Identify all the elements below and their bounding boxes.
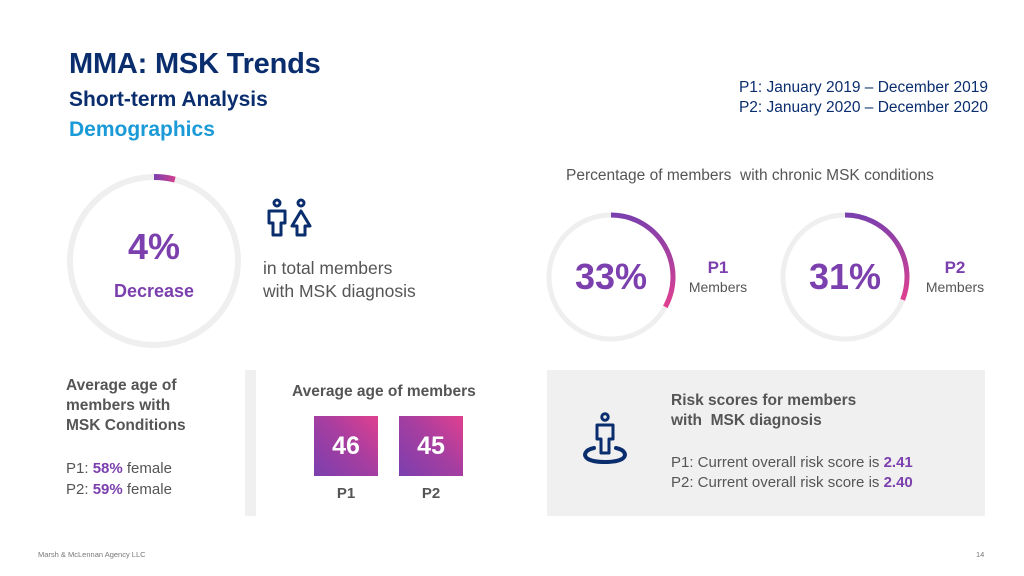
page-title: MMA: MSK Trends [69,48,321,80]
total-change-percent: 4% [127,226,181,267]
footer-company: Marsh & McLennan Agency LLC [38,550,146,559]
gender-rows: P1: 58% female P2: 59% female [66,458,172,500]
description-line: with MSK diagnosis [263,281,416,301]
gender-row-p1: P1: 58% female [66,458,172,479]
page-number: 14 [976,550,985,559]
row-suffix: female [122,460,172,477]
risk-score: 2.41 [883,454,913,471]
heading-line: members with [66,397,171,414]
p2-chronic-percent: 31% [808,256,882,297]
row-prefix: P2: [66,481,93,498]
risk-panel [547,370,985,516]
heading-line: MSK Conditions [66,417,186,434]
p1-age-box: 46 [314,416,378,476]
people-icon [267,198,312,237]
female-percent: 58% [92,460,123,477]
period-p2: P2: January 2020 – December 2020 [738,99,988,116]
heading-line: with MSK diagnosis [671,412,822,429]
risk-row-p2: P2: Current overall risk score is 2.40 [671,474,913,491]
total-ring-arc [153,174,176,183]
p2-age-box: 45 [399,416,463,476]
heading-line: Average age of [66,377,177,394]
p2-age-label: P2 [421,485,441,502]
p1-chronic-period: P1 [707,258,729,277]
p1-chronic-percent: 33% [574,256,648,297]
page-subtitle: Short-term Analysis [69,88,268,111]
person-location-icon [583,412,627,464]
risk-row-p1: P1: Current overall risk score is 2.41 [671,454,913,471]
description-line: in total members [263,258,393,278]
gender-row-p2: P2: 59% female [66,479,172,500]
risk-score: 2.40 [883,474,913,491]
female-percent: 59% [92,481,123,498]
p1-age-label: P1 [336,485,356,502]
total-members-description: in total members with MSK diagnosis [263,257,416,303]
total-change-label: Decrease [113,281,195,301]
average-age-title: Average age of members [292,383,476,400]
row-prefix: P1: Current overall risk score is [671,454,884,471]
row-prefix: P2: Current overall risk score is [671,474,884,491]
heading-line: Risk scores for members [671,392,857,409]
period-p1: P1: January 2019 – December 2019 [738,79,988,96]
row-prefix: P1: [66,460,93,477]
section-title: Demographics [69,118,215,141]
divider [245,370,256,516]
p2-ring-arc [844,212,910,301]
row-suffix: female [122,481,172,498]
chronic-title: Percentage of members with chronic MSK c… [566,167,934,184]
p2-chronic-label: Members [925,279,985,295]
p1-chronic-label: Members [688,279,748,295]
p1-ring-arc [610,212,676,309]
risk-heading: Risk scores for members with MSK diagnos… [671,391,856,431]
p2-chronic-period: P2 [944,258,966,277]
gender-heading: Average age of members with MSK Conditio… [66,376,186,436]
period-legend: P1: January 2019 – December 2019 P2: Jan… [739,78,988,118]
